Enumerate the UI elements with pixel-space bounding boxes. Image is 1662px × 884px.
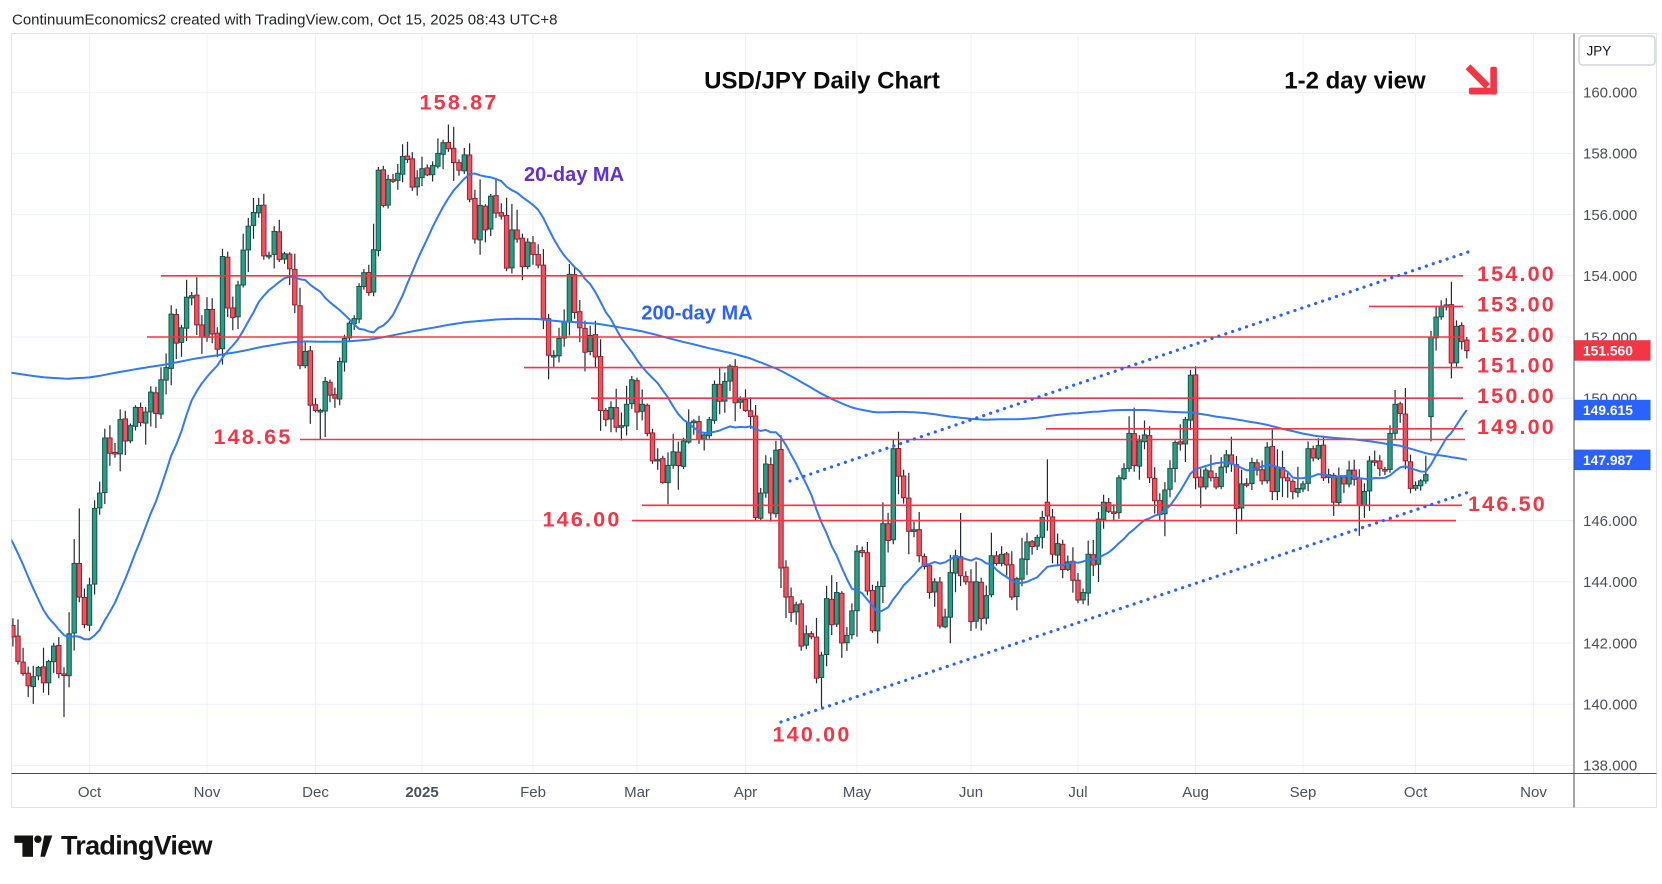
svg-text:152.00: 152.00 [1477,323,1556,347]
svg-text:153.00: 153.00 [1477,292,1556,316]
svg-text:149.00: 149.00 [1477,415,1556,439]
svg-text:147.987: 147.987 [1583,453,1633,468]
svg-text:Oct: Oct [1404,784,1428,801]
svg-text:149.615: 149.615 [1583,403,1633,418]
svg-text:144.000: 144.000 [1583,574,1637,591]
svg-text:142.000: 142.000 [1583,635,1637,652]
svg-text:May: May [843,784,872,801]
svg-text:146.50: 146.50 [1468,492,1547,516]
svg-text:ContinuumEconomics2 created wi: ContinuumEconomics2 created with Trading… [12,12,557,29]
svg-text:151.560: 151.560 [1583,343,1633,358]
svg-text:158.000: 158.000 [1583,146,1637,163]
svg-text:148.65: 148.65 [214,425,293,449]
svg-text:158.87: 158.87 [420,91,499,115]
svg-text:1-2 day view: 1-2 day view [1284,68,1426,95]
svg-text:151.00: 151.00 [1477,354,1556,378]
svg-text:154.00: 154.00 [1477,262,1556,286]
svg-text:TradingView: TradingView [61,831,214,861]
svg-text:146.000: 146.000 [1583,513,1637,530]
svg-text:156.000: 156.000 [1583,207,1637,224]
svg-text:USD/JPY Daily Chart: USD/JPY Daily Chart [704,68,940,95]
svg-text:Oct: Oct [78,784,102,801]
svg-text:20-day MA: 20-day MA [524,164,624,186]
svg-text:Jun: Jun [959,784,983,801]
svg-text:Jul: Jul [1068,784,1087,801]
svg-text:140.00: 140.00 [773,722,852,746]
svg-text:Mar: Mar [624,784,650,801]
svg-text:146.00: 146.00 [543,508,622,532]
svg-text:200-day MA: 200-day MA [641,303,752,325]
svg-text:140.000: 140.000 [1583,697,1637,714]
svg-text:150.00: 150.00 [1477,384,1556,408]
svg-text:Feb: Feb [520,784,546,801]
svg-text:Sep: Sep [1290,784,1317,801]
svg-text:Nov: Nov [1520,784,1547,801]
svg-text:160.000: 160.000 [1583,85,1637,102]
svg-text:138.000: 138.000 [1583,758,1637,775]
svg-text:Apr: Apr [734,784,757,801]
svg-text:Aug: Aug [1182,784,1209,801]
svg-text:154.000: 154.000 [1583,268,1637,285]
svg-text:JPY: JPY [1587,44,1612,59]
svg-text:Dec: Dec [302,784,329,801]
svg-text:2025: 2025 [405,784,438,801]
svg-text:Nov: Nov [194,784,221,801]
